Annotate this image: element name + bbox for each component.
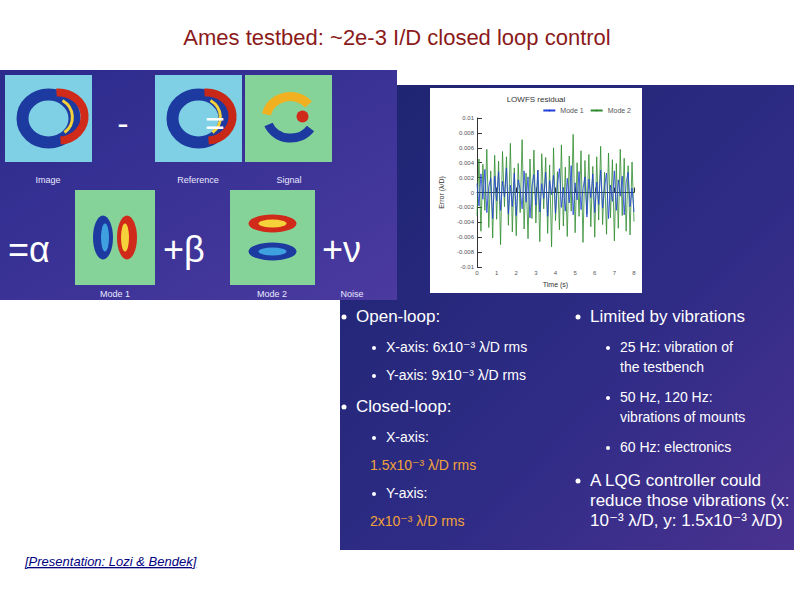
svg-text:LOWFS residual: LOWFS residual [507,95,566,104]
svg-text:-0.002: -0.002 [457,204,475,210]
svg-text:8: 8 [632,270,636,276]
svg-text:X-axis:: X-axis: [386,429,429,445]
svg-text:Mode 1: Mode 1 [100,289,130,299]
svg-text:+ν: +ν [322,229,361,270]
svg-text:0.008: 0.008 [459,130,475,136]
svg-text:Mode 2: Mode 2 [608,107,631,114]
svg-text:Y-axis:: Y-axis: [386,485,428,501]
svg-text:-0.01: -0.01 [460,264,474,270]
svg-text:1.5x10⁻³ λ/D rms: 1.5x10⁻³ λ/D rms [370,457,476,473]
svg-text:-0.008: -0.008 [457,249,475,255]
svg-text:+β: +β [163,229,205,270]
svg-text:0.002: 0.002 [459,175,475,181]
svg-text:0.006: 0.006 [459,145,475,151]
svg-text:0: 0 [471,190,475,196]
svg-text:[Presentation: Lozi & Bendek]: [Presentation: Lozi & Bendek] [24,554,197,569]
svg-text:Image: Image [35,175,60,185]
svg-text:4: 4 [554,270,558,276]
svg-text:-: - [117,104,128,142]
svg-text:25 Hz: vibration of: 25 Hz: vibration of [620,339,733,355]
svg-text:=: = [205,104,225,142]
svg-text:-0.004: -0.004 [457,219,475,225]
svg-text:Signal: Signal [276,175,301,185]
svg-text:Error (λ/D): Error (λ/D) [438,176,446,209]
svg-text:=α: =α [8,229,50,270]
svg-text:10⁻³ λ/D, y: 1.5x10⁻³ λ/D): 10⁻³ λ/D, y: 1.5x10⁻³ λ/D) [590,511,783,530]
svg-text:0: 0 [475,270,479,276]
svg-text:reduce those vibrations (x:: reduce those vibrations (x: [590,491,789,510]
svg-text:0.004: 0.004 [459,160,475,166]
svg-text:Time (s): Time (s) [543,281,568,289]
svg-text:Mode 1: Mode 1 [560,107,583,114]
svg-text:Closed-loop:: Closed-loop: [356,397,451,416]
svg-text:Ames testbed: ~2e-3 I/D closed: Ames testbed: ~2e-3 I/D closed loop cont… [183,25,610,50]
svg-text:Reference: Reference [177,175,219,185]
svg-text:Y-axis: 9x10⁻³ λ/D rms: Y-axis: 9x10⁻³ λ/D rms [386,367,526,383]
svg-text:5: 5 [573,270,577,276]
svg-text:6: 6 [593,270,597,276]
svg-text:the testbench: the testbench [620,359,704,375]
svg-text:0.01: 0.01 [462,115,474,121]
svg-text:7: 7 [613,270,617,276]
svg-text:Open-loop:: Open-loop: [356,307,440,326]
svg-text:Limited by vibrations: Limited by vibrations [590,307,745,326]
svg-text:vibrations of mounts: vibrations of mounts [620,409,745,425]
svg-text:A LQG controller could: A LQG controller could [590,471,761,490]
svg-text:50 Hz, 120 Hz:: 50 Hz, 120 Hz: [620,389,713,405]
svg-text:3: 3 [534,270,538,276]
svg-text:X-axis: 6x10⁻³ λ/D rms: X-axis: 6x10⁻³ λ/D rms [386,339,527,355]
svg-text:Mode 2: Mode 2 [257,289,287,299]
svg-text:-0.006: -0.006 [457,234,475,240]
svg-text:2x10⁻³ λ/D rms: 2x10⁻³ λ/D rms [370,513,465,529]
svg-text:1: 1 [495,270,499,276]
svg-text:Noise: Noise [340,289,363,299]
svg-text:2: 2 [515,270,519,276]
svg-text:60 Hz: electronics: 60 Hz: electronics [620,439,731,455]
